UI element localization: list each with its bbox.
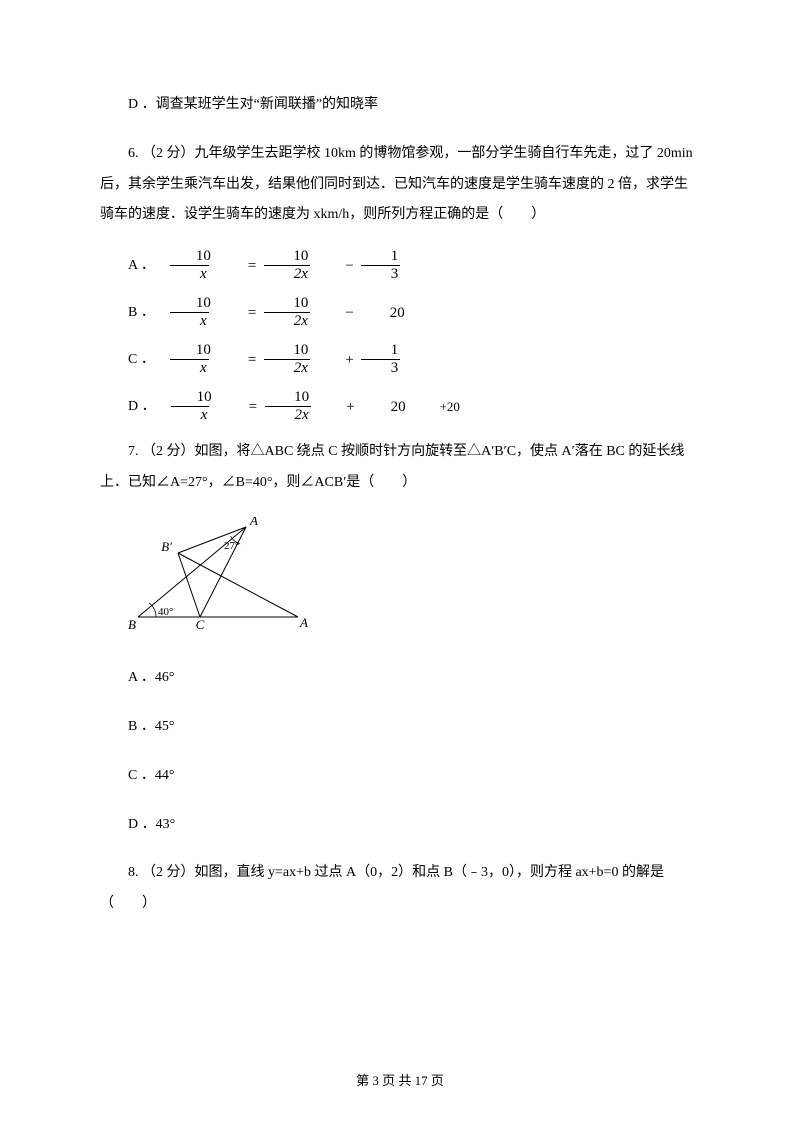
q7-figure: B C A′ A B′ 40° 27° xyxy=(128,517,700,645)
q6-stem: 6. （2 分）九年级学生去距学校 10km 的博物馆参观，一部分学生骑自行车先… xyxy=(100,139,700,231)
svg-text:C: C xyxy=(196,617,205,632)
frac: 1 3 xyxy=(361,343,401,376)
svg-text:27°: 27° xyxy=(224,540,239,552)
q7-stem: 7. （2 分）如图，将△ABC 绕点 C 按顺时针方向旋转至△A′B′C，使点… xyxy=(100,437,700,499)
svg-text:40°: 40° xyxy=(158,606,173,618)
q6-option-c: C ． 10 x = 10 2x + 1 3 xyxy=(100,343,700,376)
q6-a-label: A ． xyxy=(100,252,155,280)
op: − xyxy=(317,251,353,281)
q7-option-b: B ．45° xyxy=(100,712,700,743)
term: 20 xyxy=(363,392,406,422)
q6-d-label: D ． xyxy=(100,393,156,421)
frac: 10 x xyxy=(167,390,214,423)
frac: 10 x xyxy=(166,343,213,376)
frac: 10 2x xyxy=(263,343,310,376)
eq: = xyxy=(220,251,256,281)
op: + xyxy=(317,345,353,375)
eq: = xyxy=(220,298,256,328)
triangle-diagram: B C A′ A B′ 40° 27° xyxy=(128,517,308,637)
frac: 10 2x xyxy=(263,296,310,329)
q6-option-d: D ． 10 x = 10 2x + 20 +20 xyxy=(100,390,700,423)
q7-option-c: C ．44° xyxy=(100,761,700,792)
q8-stem: 8. （2 分）如图，直线 y=ax+b 过点 A（0，2）和点 B（﹣3，0）… xyxy=(100,858,700,920)
op: + xyxy=(318,392,354,422)
svg-text:A: A xyxy=(249,517,258,528)
q6-c-label: C ． xyxy=(100,346,155,374)
q6-option-a: A ． 10 x = 10 2x − 1 3 xyxy=(100,249,700,282)
q7-option-d: D ．43° xyxy=(100,810,700,841)
frac: 10 2x xyxy=(264,390,311,423)
q7-option-a: A ．46° xyxy=(100,663,700,694)
eq: = xyxy=(220,345,256,375)
svg-text:A′: A′ xyxy=(299,615,308,630)
q6-option-b: B ． 10 x = 10 2x − 20 xyxy=(100,296,700,329)
tail: +20 xyxy=(412,394,460,420)
svg-text:B′: B′ xyxy=(161,539,172,554)
prev-option-d: D ．调查某班学生对“新闻联播”的知晓率 xyxy=(100,90,700,121)
q6-b-label: B ． xyxy=(100,299,155,327)
page-footer: 第 3 页 共 17 页 xyxy=(0,1071,800,1092)
op: − xyxy=(317,298,353,328)
frac: 1 3 xyxy=(361,249,401,282)
frac: 10 x xyxy=(166,249,213,282)
frac: 10 2x xyxy=(263,249,310,282)
term: 20 xyxy=(362,298,405,328)
svg-text:B: B xyxy=(128,617,136,632)
frac: 10 x xyxy=(166,296,213,329)
eq: = xyxy=(221,392,257,422)
